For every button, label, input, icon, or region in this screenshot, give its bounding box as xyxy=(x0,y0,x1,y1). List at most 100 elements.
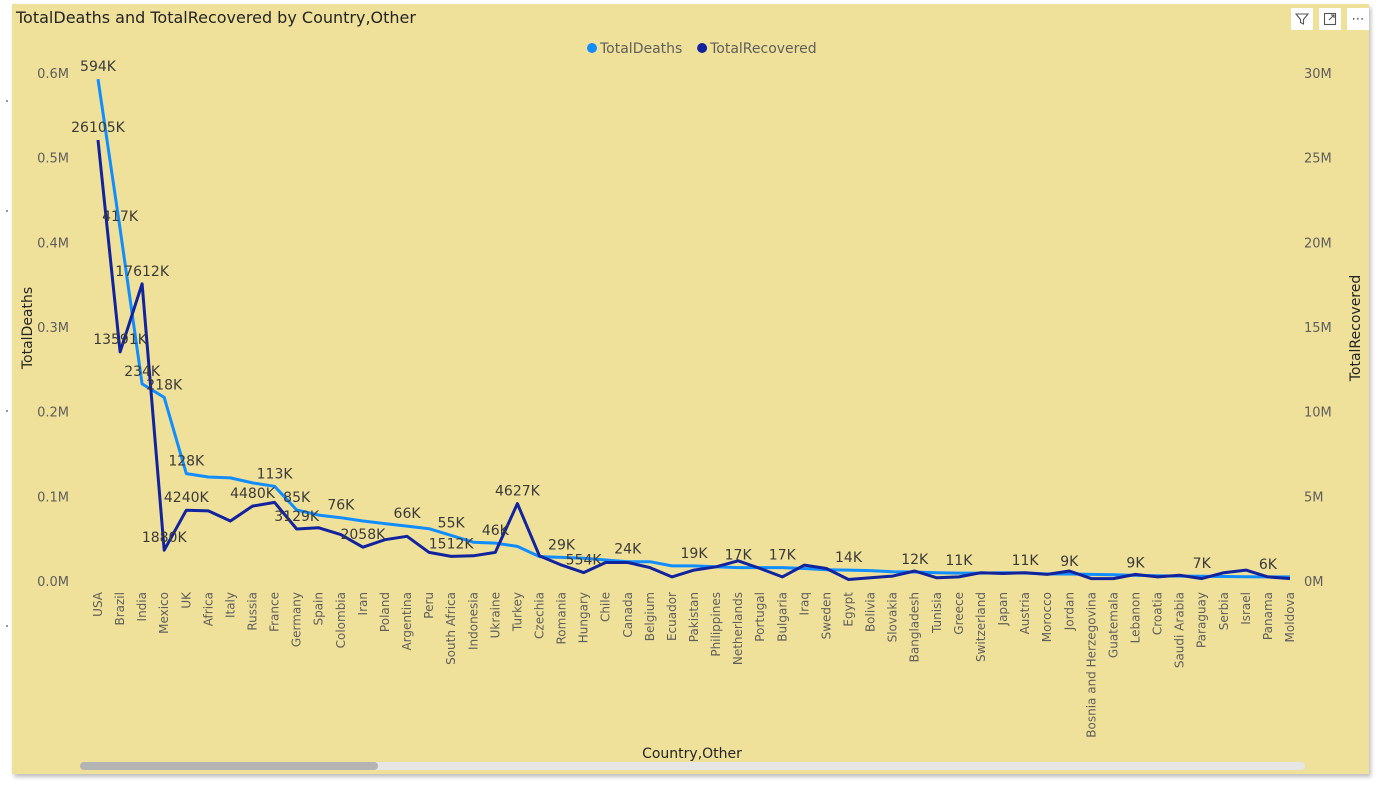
y-left-tick-label: 0.4M xyxy=(37,236,69,251)
x-tick-label: South Africa xyxy=(444,592,458,665)
x-tick-label: Saudi Arabia xyxy=(1173,592,1187,668)
x-tick-label: Netherlands xyxy=(731,592,745,665)
data-label: 17K xyxy=(725,548,753,564)
horizontal-scrollbar[interactable] xyxy=(80,762,1305,770)
y-left-axis-title: TotalDeaths xyxy=(20,287,36,370)
x-tick-label: Argentina xyxy=(400,592,414,651)
legend[interactable]: TotalDeaths TotalRecovered xyxy=(587,41,817,57)
x-tick-label: Morocco xyxy=(1040,592,1054,642)
data-label: 9K xyxy=(1060,554,1079,570)
x-tick-label: Hungary xyxy=(577,592,591,643)
legend-marker-TotalDeaths xyxy=(587,43,597,53)
x-tick-label: Africa xyxy=(201,592,215,626)
y-right-axis-title: TotalRecovered xyxy=(1348,275,1364,383)
x-tick-label: Indonesia xyxy=(466,592,480,650)
data-label: 11K xyxy=(1012,553,1040,569)
y-left-tick-label: 0.3M xyxy=(37,321,69,336)
x-tick-label: Bolivia xyxy=(864,592,878,632)
x-tick-label: Serbia xyxy=(1217,592,1231,630)
x-tick-label: Iraq xyxy=(797,592,811,615)
x-tick-label: Paraguay xyxy=(1195,592,1209,648)
x-tick-label: Czechia xyxy=(532,592,546,639)
y-right-tick-label: 10M xyxy=(1304,406,1332,421)
x-tick-label: France xyxy=(268,592,282,632)
x-tick-label: Bulgaria xyxy=(775,592,789,642)
data-label: 11K xyxy=(945,553,973,569)
x-tick-label: Russia xyxy=(246,592,260,631)
data-label: 9K xyxy=(1126,555,1145,571)
x-tick-label: Peru xyxy=(422,592,436,619)
x-tick-label: Turkey xyxy=(510,592,524,632)
data-label: 594K xyxy=(80,59,117,75)
x-tick-label: Germany xyxy=(290,592,304,647)
scrollbar-thumb xyxy=(80,762,378,770)
x-tick-label: Ukraine xyxy=(488,592,502,638)
data-label: 417K xyxy=(102,209,139,225)
chart-title: TotalDeaths and TotalRecovered by Countr… xyxy=(16,8,416,27)
data-label: 17K xyxy=(769,548,797,564)
data-label: 6K xyxy=(1259,557,1278,573)
x-tick-label: Pakistan xyxy=(687,592,701,642)
x-tick-label: Canada xyxy=(621,592,635,638)
x-tick-label: Italy xyxy=(223,592,237,618)
y-right-tick-label: 25M xyxy=(1304,152,1332,167)
y-right-tick-label: 0M xyxy=(1304,575,1324,590)
data-label: 14K xyxy=(835,550,863,566)
data-label: 218K xyxy=(146,377,183,393)
data-label: 46K xyxy=(482,523,510,539)
data-label: 17612K xyxy=(115,264,170,280)
edge-marker xyxy=(6,210,8,212)
data-label: 13591K xyxy=(93,332,148,348)
scrollbar-track xyxy=(80,762,1305,770)
y-left-tick-label: 0.0M xyxy=(37,575,69,590)
data-label: 76K xyxy=(327,498,355,514)
data-label: 234K xyxy=(124,364,161,380)
x-tick-label: Portugal xyxy=(753,592,767,642)
x-tick-label: Ecuador xyxy=(665,592,679,641)
y-right-tick-label: 15M xyxy=(1304,321,1332,336)
data-label: 19K xyxy=(681,546,709,562)
legend-marker-TotalRecovered xyxy=(697,43,708,53)
series-lines xyxy=(96,78,1291,581)
data-label: 4480K xyxy=(230,486,276,502)
edge-marker xyxy=(6,625,8,627)
data-label: 3129K xyxy=(274,509,320,525)
x-tick-label: UK xyxy=(179,591,193,609)
x-tick-label: Panama xyxy=(1261,592,1275,640)
y-left-tick-label: 0.1M xyxy=(37,490,69,505)
x-tick-label: Israel xyxy=(1239,592,1253,625)
data-label: 2058K xyxy=(340,527,386,543)
data-label: 7K xyxy=(1193,556,1212,572)
data-label: 4627K xyxy=(495,484,541,500)
x-tick-label: Japan xyxy=(996,592,1010,626)
x-tick-label: Belgium xyxy=(643,592,657,641)
data-label: 554K xyxy=(566,553,603,569)
x-tick-label: Switzerland xyxy=(974,592,988,662)
x-tick-label: Colombia xyxy=(334,592,348,648)
data-label: 12K xyxy=(901,552,929,568)
x-tick-label: Croatia xyxy=(1151,592,1165,635)
line-chart: TotalDeaths TotalRecovered 0.0M0.1M0.2M0.… xyxy=(20,41,1364,770)
data-label: 26105K xyxy=(71,120,126,136)
x-tick-label: India xyxy=(135,592,149,621)
more-options-icon[interactable]: ⋯ xyxy=(1347,8,1369,30)
data-label: 113K xyxy=(257,466,294,482)
x-tick-label: Sweden xyxy=(819,592,833,639)
filter-icon[interactable] xyxy=(1291,8,1313,30)
x-tick-label: Jordan xyxy=(1062,592,1076,631)
data-label: 1512K xyxy=(429,536,475,552)
x-tick-label: Brazil xyxy=(113,592,127,626)
focus-mode-icon[interactable] xyxy=(1319,8,1341,30)
legend-label: TotalDeaths xyxy=(599,41,682,57)
x-tick-label: Philippines xyxy=(709,592,723,657)
visual-header-icons: ⋯ xyxy=(1291,8,1369,30)
x-tick-label: Lebanon xyxy=(1128,592,1142,643)
x-tick-label: Mexico xyxy=(157,592,171,634)
data-label: 29K xyxy=(548,537,576,553)
axes: 0.0M 0.1M 0.2M 0.3M 0.4M 0.5M 0.6M 0M 5M 10M 15M 20… xyxy=(20,67,1364,762)
x-tick-label: Egypt xyxy=(842,592,856,627)
x-tick-label: Romania xyxy=(555,592,569,644)
data-label: 24K xyxy=(614,542,642,558)
x-tick-label: Slovakia xyxy=(886,592,900,642)
